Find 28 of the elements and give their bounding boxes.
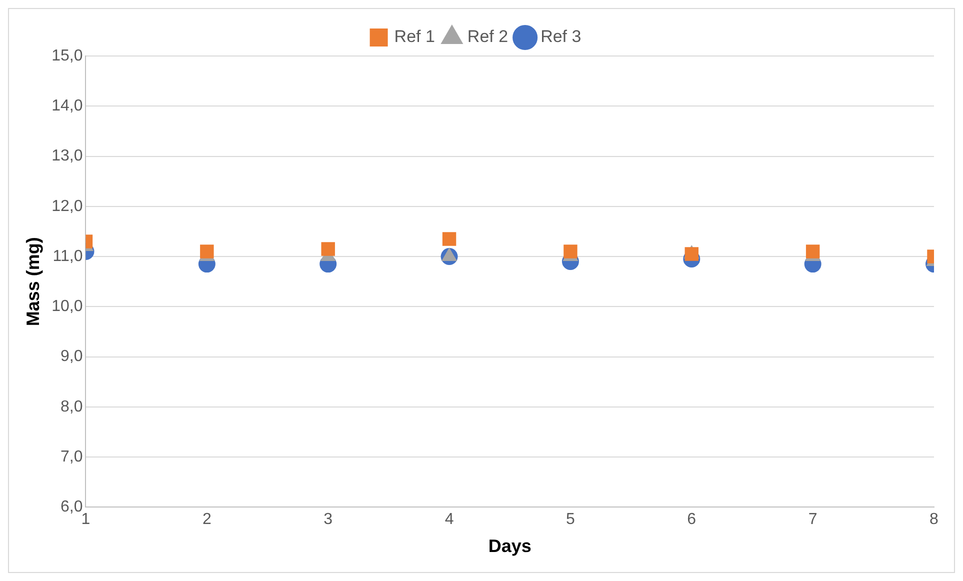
x-tick-label: 8 xyxy=(930,511,939,528)
x-tick-label: 7 xyxy=(808,511,818,528)
x-tick-label: 3 xyxy=(324,511,333,528)
x-tick-label: 6 xyxy=(687,511,696,528)
y-tick-label: 8,0 xyxy=(60,398,83,416)
legend-label: Ref 3 xyxy=(540,27,582,46)
x-tick-label: 4 xyxy=(444,511,454,528)
x-axis-title: Days xyxy=(488,536,532,556)
y-tick-label: 7,0 xyxy=(60,448,83,466)
point xyxy=(564,244,578,258)
point xyxy=(442,232,456,246)
y-tick-label: 11,0 xyxy=(52,248,83,265)
legend-label: Ref 2 xyxy=(467,27,508,46)
y-tick-label: 15,0 xyxy=(52,47,83,64)
legend-label: Ref 1 xyxy=(394,27,435,46)
y-tick-label: 6,0 xyxy=(60,498,83,516)
y-tick-label: 12,0 xyxy=(52,198,83,215)
y-tick-label: 14,0 xyxy=(52,98,83,115)
point xyxy=(200,244,214,258)
y-axis-title: Mass (mg) xyxy=(22,237,43,326)
point xyxy=(806,244,820,258)
point xyxy=(321,242,335,256)
y-tick-label: 10,0 xyxy=(52,298,83,316)
x-tick-label: 2 xyxy=(202,511,212,528)
x-tick-label: 5 xyxy=(566,511,576,528)
y-tick-label: 13,0 xyxy=(52,148,83,165)
y-tick-label: 9,0 xyxy=(60,348,83,366)
x-tick-label: 1 xyxy=(81,511,90,528)
